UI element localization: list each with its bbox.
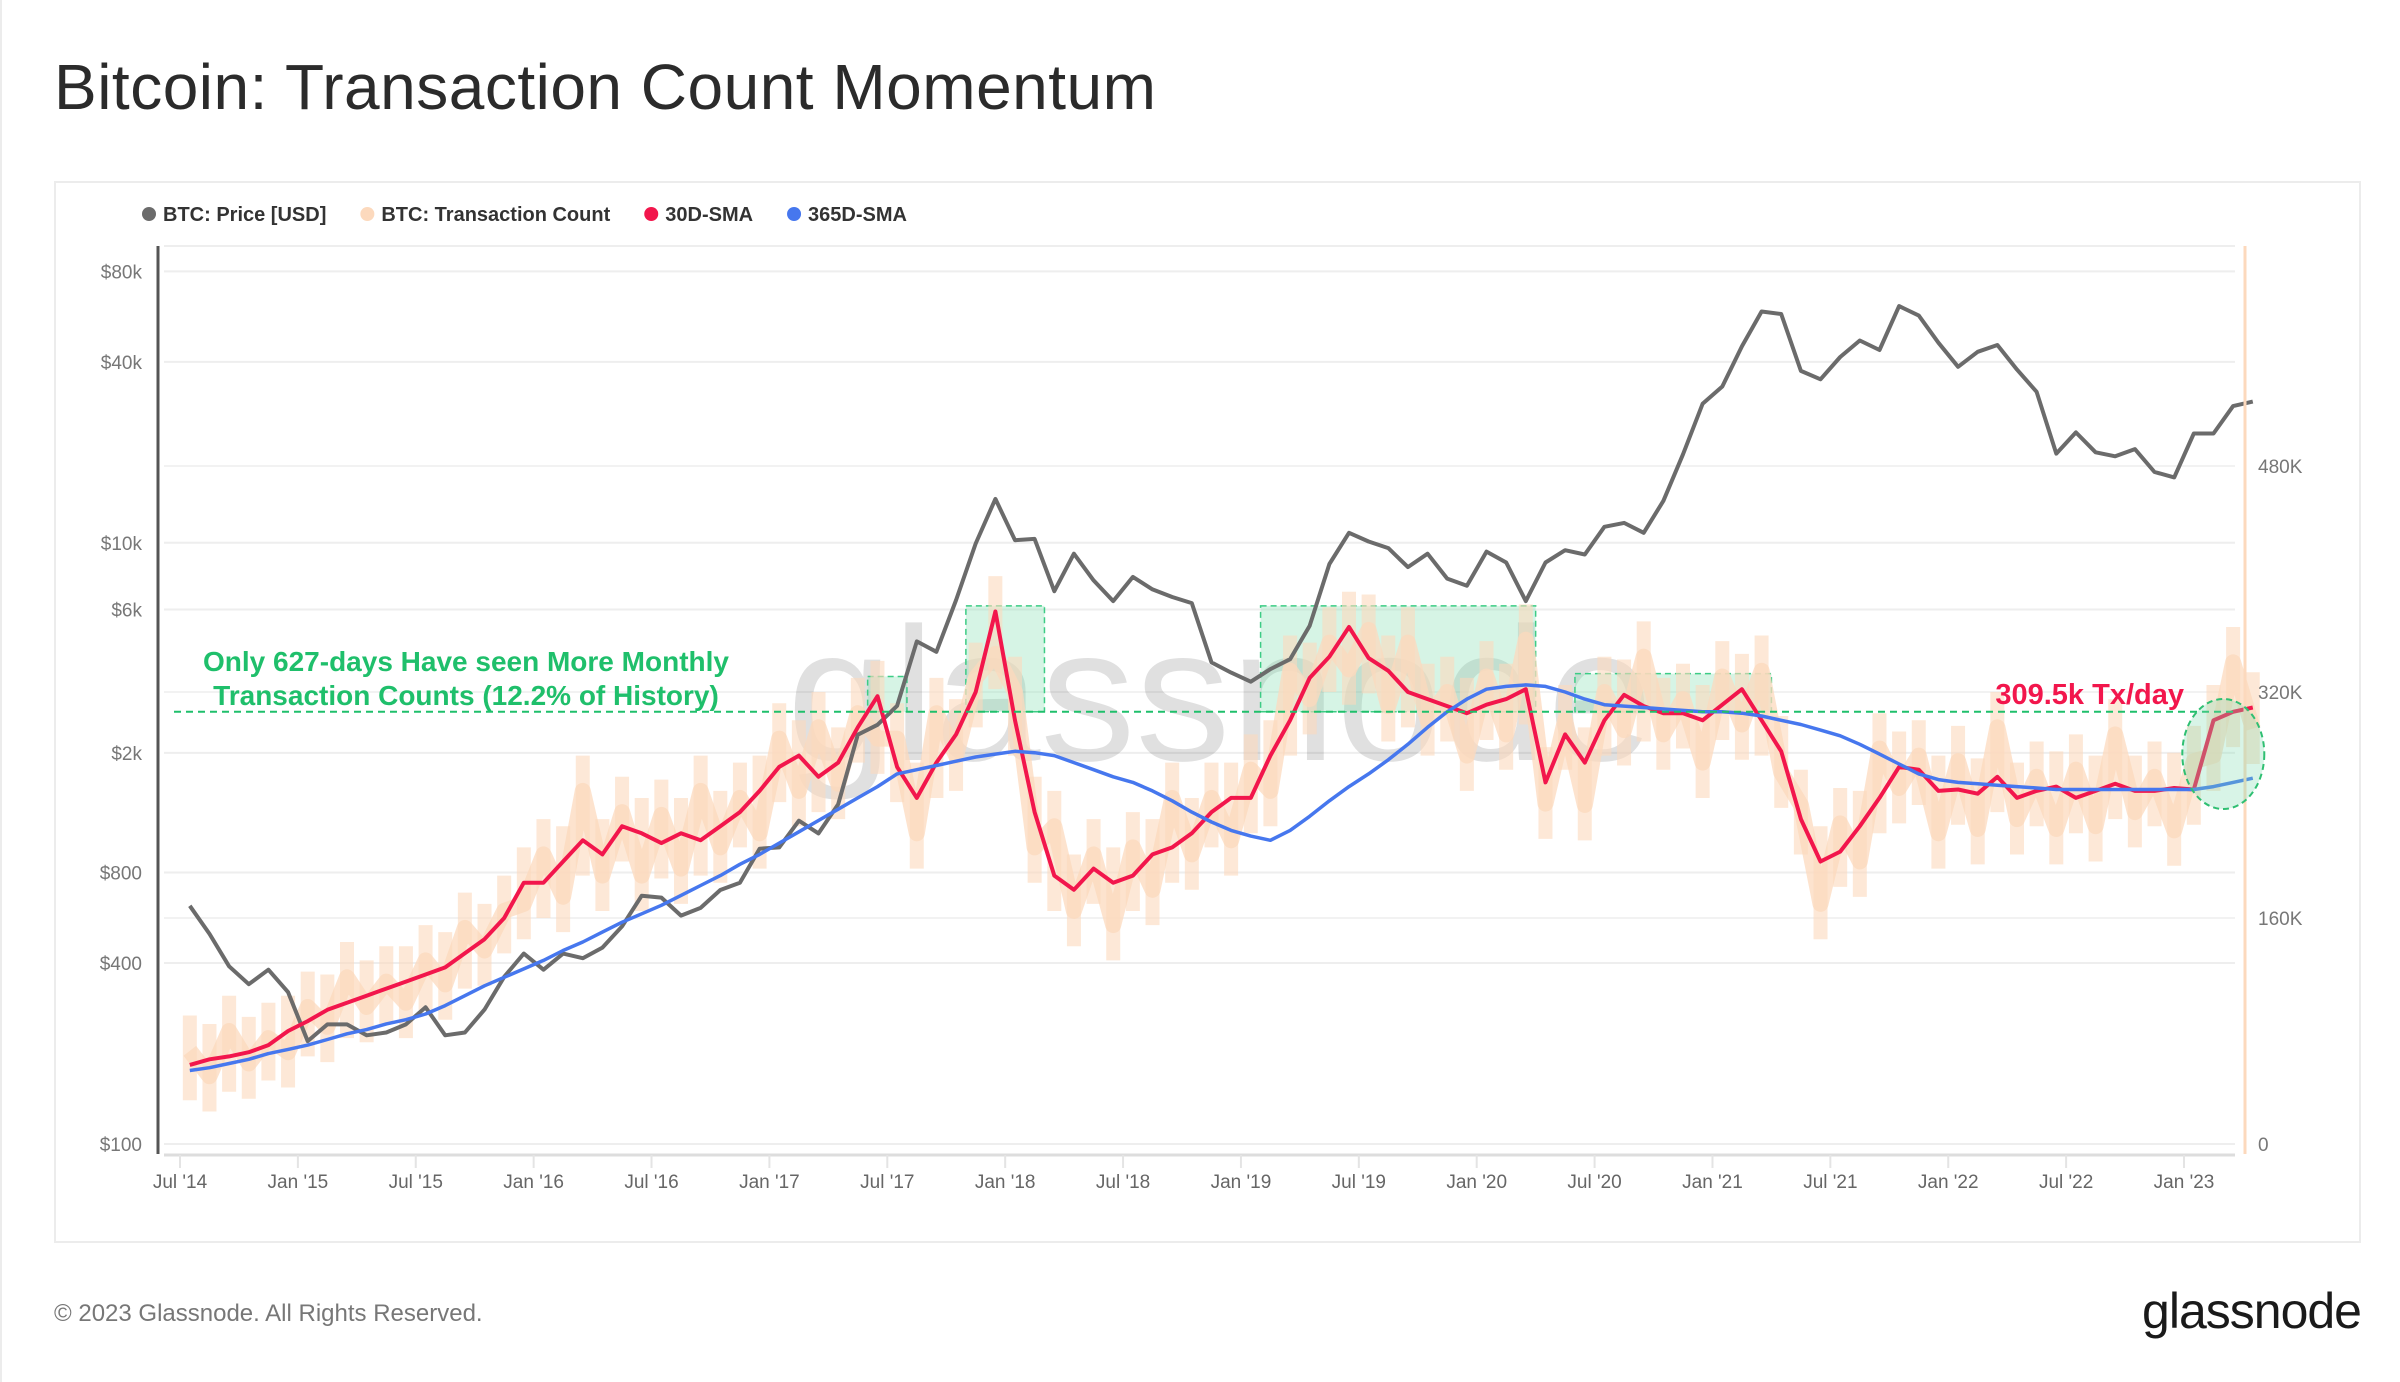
- x-tick-label: Jan '21: [1682, 1172, 1743, 1193]
- x-tick-label: Jul '16: [624, 1172, 678, 1193]
- axes: $80k $40k $10k $6k $2k $800 $400 $100 480K 320K 16…: [100, 246, 2303, 1193]
- x-tick-label: Jul '17: [860, 1172, 914, 1193]
- legend-label: 30D-SMA: [665, 204, 753, 226]
- x-tick-label: Jul '14: [153, 1172, 208, 1193]
- x-tick-label: Jul '15: [389, 1172, 443, 1193]
- annotations: Only 627-days Have seen More MonthlyTran…: [174, 646, 2266, 810]
- threshold-label: Transaction Counts (12.2% of History): [213, 680, 719, 711]
- page-left-border: [0, 0, 2, 1382]
- x-tick-label: Jan '18: [975, 1172, 1036, 1193]
- y-left-tick-label: $100: [100, 1135, 142, 1156]
- y-left-tick-label: $2k: [111, 744, 142, 765]
- legend-label: BTC: Price [USD]: [163, 204, 326, 226]
- y-right-tick-label: 320K: [2258, 683, 2303, 704]
- x-tick-label: Jul '21: [1803, 1172, 1857, 1193]
- x-tick-label: Jul '22: [2039, 1172, 2093, 1193]
- current-value-label: 309.5k Tx/day: [1995, 679, 2184, 711]
- footer-copyright: © 2023 Glassnode. All Rights Reserved.: [54, 1300, 483, 1327]
- x-tick-label: Jan '15: [268, 1172, 329, 1193]
- y-left-tick-label: $6k: [111, 600, 142, 621]
- y-right-tick-label: 0: [2258, 1135, 2269, 1156]
- x-tick-label: Jan '19: [1211, 1172, 1272, 1193]
- sma365-series: [189, 683, 2254, 1073]
- price-series: [188, 304, 2254, 1044]
- y-right-tick-label: 160K: [2258, 909, 2303, 930]
- y-left-tick-label: $40k: [101, 353, 143, 374]
- y-left-tick-label: $800: [100, 864, 142, 885]
- y-left-tick-label: $10k: [101, 534, 143, 555]
- legend-label: BTC: Transaction Count: [381, 204, 610, 226]
- legend-dot: [360, 207, 375, 221]
- y-right-tick-label: 480K: [2258, 457, 2303, 478]
- legend-dot: [787, 207, 802, 221]
- tx-count-series: [183, 621, 2261, 1085]
- chart-frame: [54, 181, 2361, 1243]
- series-group: [182, 304, 2261, 1112]
- current-highlight-ellipse: [2181, 698, 2266, 810]
- grid: [164, 245, 2235, 1145]
- x-tick-label: Jan '17: [739, 1172, 800, 1193]
- x-tick-label: Jan '23: [2154, 1172, 2215, 1193]
- legend: BTC: Price [USD] BTC: Transaction Count 30…: [142, 204, 907, 226]
- x-tick-label: Jan '22: [1918, 1172, 1979, 1193]
- x-tick-label: Jan '16: [503, 1172, 564, 1193]
- legend-label: 365D-SMA: [808, 204, 907, 226]
- x-tick-label: Jul '20: [1567, 1172, 1621, 1193]
- y-left-tick-label: $400: [100, 954, 142, 975]
- x-tick-label: Jul '19: [1332, 1172, 1386, 1193]
- x-tick-label: Jan '20: [1446, 1172, 1507, 1193]
- legend-dot: [644, 207, 659, 221]
- page-title: Bitcoin: Transaction Count Momentum: [54, 51, 1157, 123]
- threshold-label: Only 627-days Have seen More Monthly: [203, 646, 729, 677]
- glassnode-logo: glassnode: [2142, 1283, 2362, 1339]
- y-left-tick-label: $80k: [101, 262, 143, 283]
- legend-dot: [142, 207, 156, 221]
- x-tick-label: Jul '18: [1096, 1172, 1150, 1193]
